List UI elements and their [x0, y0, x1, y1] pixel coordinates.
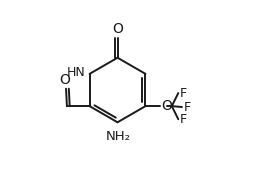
Text: O: O: [112, 22, 123, 36]
Text: O: O: [60, 73, 71, 87]
Text: NH₂: NH₂: [106, 130, 131, 143]
Text: F: F: [184, 100, 191, 114]
Text: HN: HN: [67, 66, 86, 79]
Text: F: F: [180, 113, 187, 126]
Text: F: F: [180, 87, 187, 100]
Text: O: O: [162, 99, 173, 113]
